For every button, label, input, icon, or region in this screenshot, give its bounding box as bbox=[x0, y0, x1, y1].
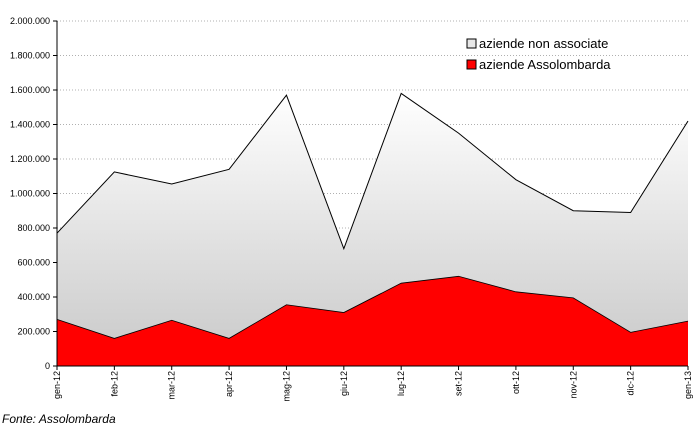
y-tick-label: 1.600.000 bbox=[10, 85, 50, 95]
legend: aziende non associate aziende Assolombar… bbox=[466, 36, 611, 72]
y-tick-label: 2.000.000 bbox=[10, 16, 50, 26]
x-tick-label: nov-12 bbox=[568, 371, 578, 399]
x-tick-label: gen-12 bbox=[52, 371, 62, 399]
y-tick-label: 0 bbox=[45, 361, 50, 371]
x-axis-ticks: gen-12 feb-12 mar-12 apr-12 mag-12 giu-12 lug-… bbox=[52, 366, 693, 402]
legend-swatch-assolombarda bbox=[466, 59, 477, 70]
y-tick-label: 1.200.000 bbox=[10, 154, 50, 164]
x-tick-label: set-12 bbox=[454, 371, 464, 396]
x-tick-label: lug-12 bbox=[396, 371, 406, 396]
y-tick-label: 400.000 bbox=[17, 292, 50, 302]
series-line-total bbox=[56, 92, 689, 251]
x-tick-label: mag-12 bbox=[281, 371, 291, 402]
y-tick-label: 1.000.000 bbox=[10, 189, 50, 199]
x-tick-label: apr-12 bbox=[224, 371, 234, 397]
legend-swatch-non-associate bbox=[466, 38, 477, 49]
x-tick-label: mar-12 bbox=[167, 371, 177, 400]
series-area-aziende-assolombarda bbox=[57, 276, 688, 366]
y-tick-label: 200.000 bbox=[17, 327, 50, 337]
legend-label-non-associate: aziende non associate bbox=[479, 36, 608, 51]
x-tick-label: ott-12 bbox=[511, 371, 521, 394]
y-tick-label: 1.800.000 bbox=[10, 51, 50, 61]
series-line-assolombarda bbox=[56, 275, 689, 339]
chart-areas bbox=[56, 92, 689, 366]
legend-label-assolombarda: aziende Assolombarda bbox=[479, 57, 611, 72]
y-axis-ticks: 0 200.000 400.000 600.000 800.000 1.000.000 1.… bbox=[10, 16, 57, 371]
y-tick-label: 1.400.000 bbox=[10, 120, 50, 130]
y-tick-label: 600.000 bbox=[17, 258, 50, 268]
source-note: Fonte: Assolombarda bbox=[2, 412, 116, 426]
y-tick-label: 800.000 bbox=[17, 223, 50, 233]
x-tick-label: feb-12 bbox=[109, 371, 119, 397]
x-tick-label: dic-12 bbox=[626, 371, 636, 396]
x-tick-label: gen-13 bbox=[683, 371, 693, 399]
x-tick-label: giu-12 bbox=[339, 371, 349, 396]
